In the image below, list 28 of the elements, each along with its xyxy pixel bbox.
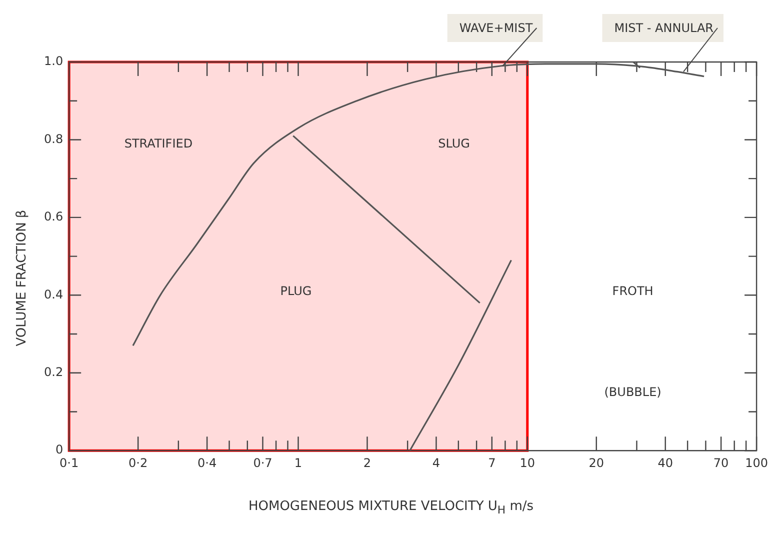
x-tick-label: 1: [294, 456, 302, 470]
y-axis-title: VOLUME FRACTION β: [14, 210, 30, 346]
y-tick-label: 1.0: [44, 54, 64, 68]
y-tick-label: 0.8: [44, 132, 64, 146]
x-tick-label: 20: [588, 456, 604, 470]
x-tick-label: 70: [713, 456, 729, 470]
x-tick-label: 0·2: [128, 456, 148, 470]
annotation: PLUG: [280, 284, 312, 298]
annotation: SLUG: [438, 136, 470, 150]
annotation: (BUBBLE): [604, 385, 662, 400]
x-tick-label: 4: [432, 456, 440, 470]
y-tick-label: 0.6: [44, 210, 64, 224]
y-tick-label: 0.4: [44, 287, 64, 302]
x-tick-label: 0·1: [60, 456, 79, 470]
x-tick-label: 40: [658, 456, 673, 470]
annotation: WAVE+MIST: [459, 21, 534, 35]
y-tick-label: 0: [55, 442, 64, 457]
annotation: MIST - ANNULAR: [614, 21, 714, 35]
annotation: STRATIFIED: [124, 136, 193, 150]
x-tick-label: 7: [488, 456, 496, 470]
x-tick-label: 2: [363, 456, 372, 470]
x-tick-label: 0·7: [253, 456, 272, 470]
annotation: FROTH: [612, 284, 654, 298]
x-tick-label: 0·4: [198, 456, 217, 470]
x-tick-label: 100: [745, 456, 768, 470]
y-tick-label: 0.2: [44, 365, 64, 380]
x-tick-label: 10: [520, 456, 536, 470]
x-axis-title: HOMOGENEOUS MIXTURE VELOCITY U$_{H}$ m/s: [247, 499, 535, 517]
